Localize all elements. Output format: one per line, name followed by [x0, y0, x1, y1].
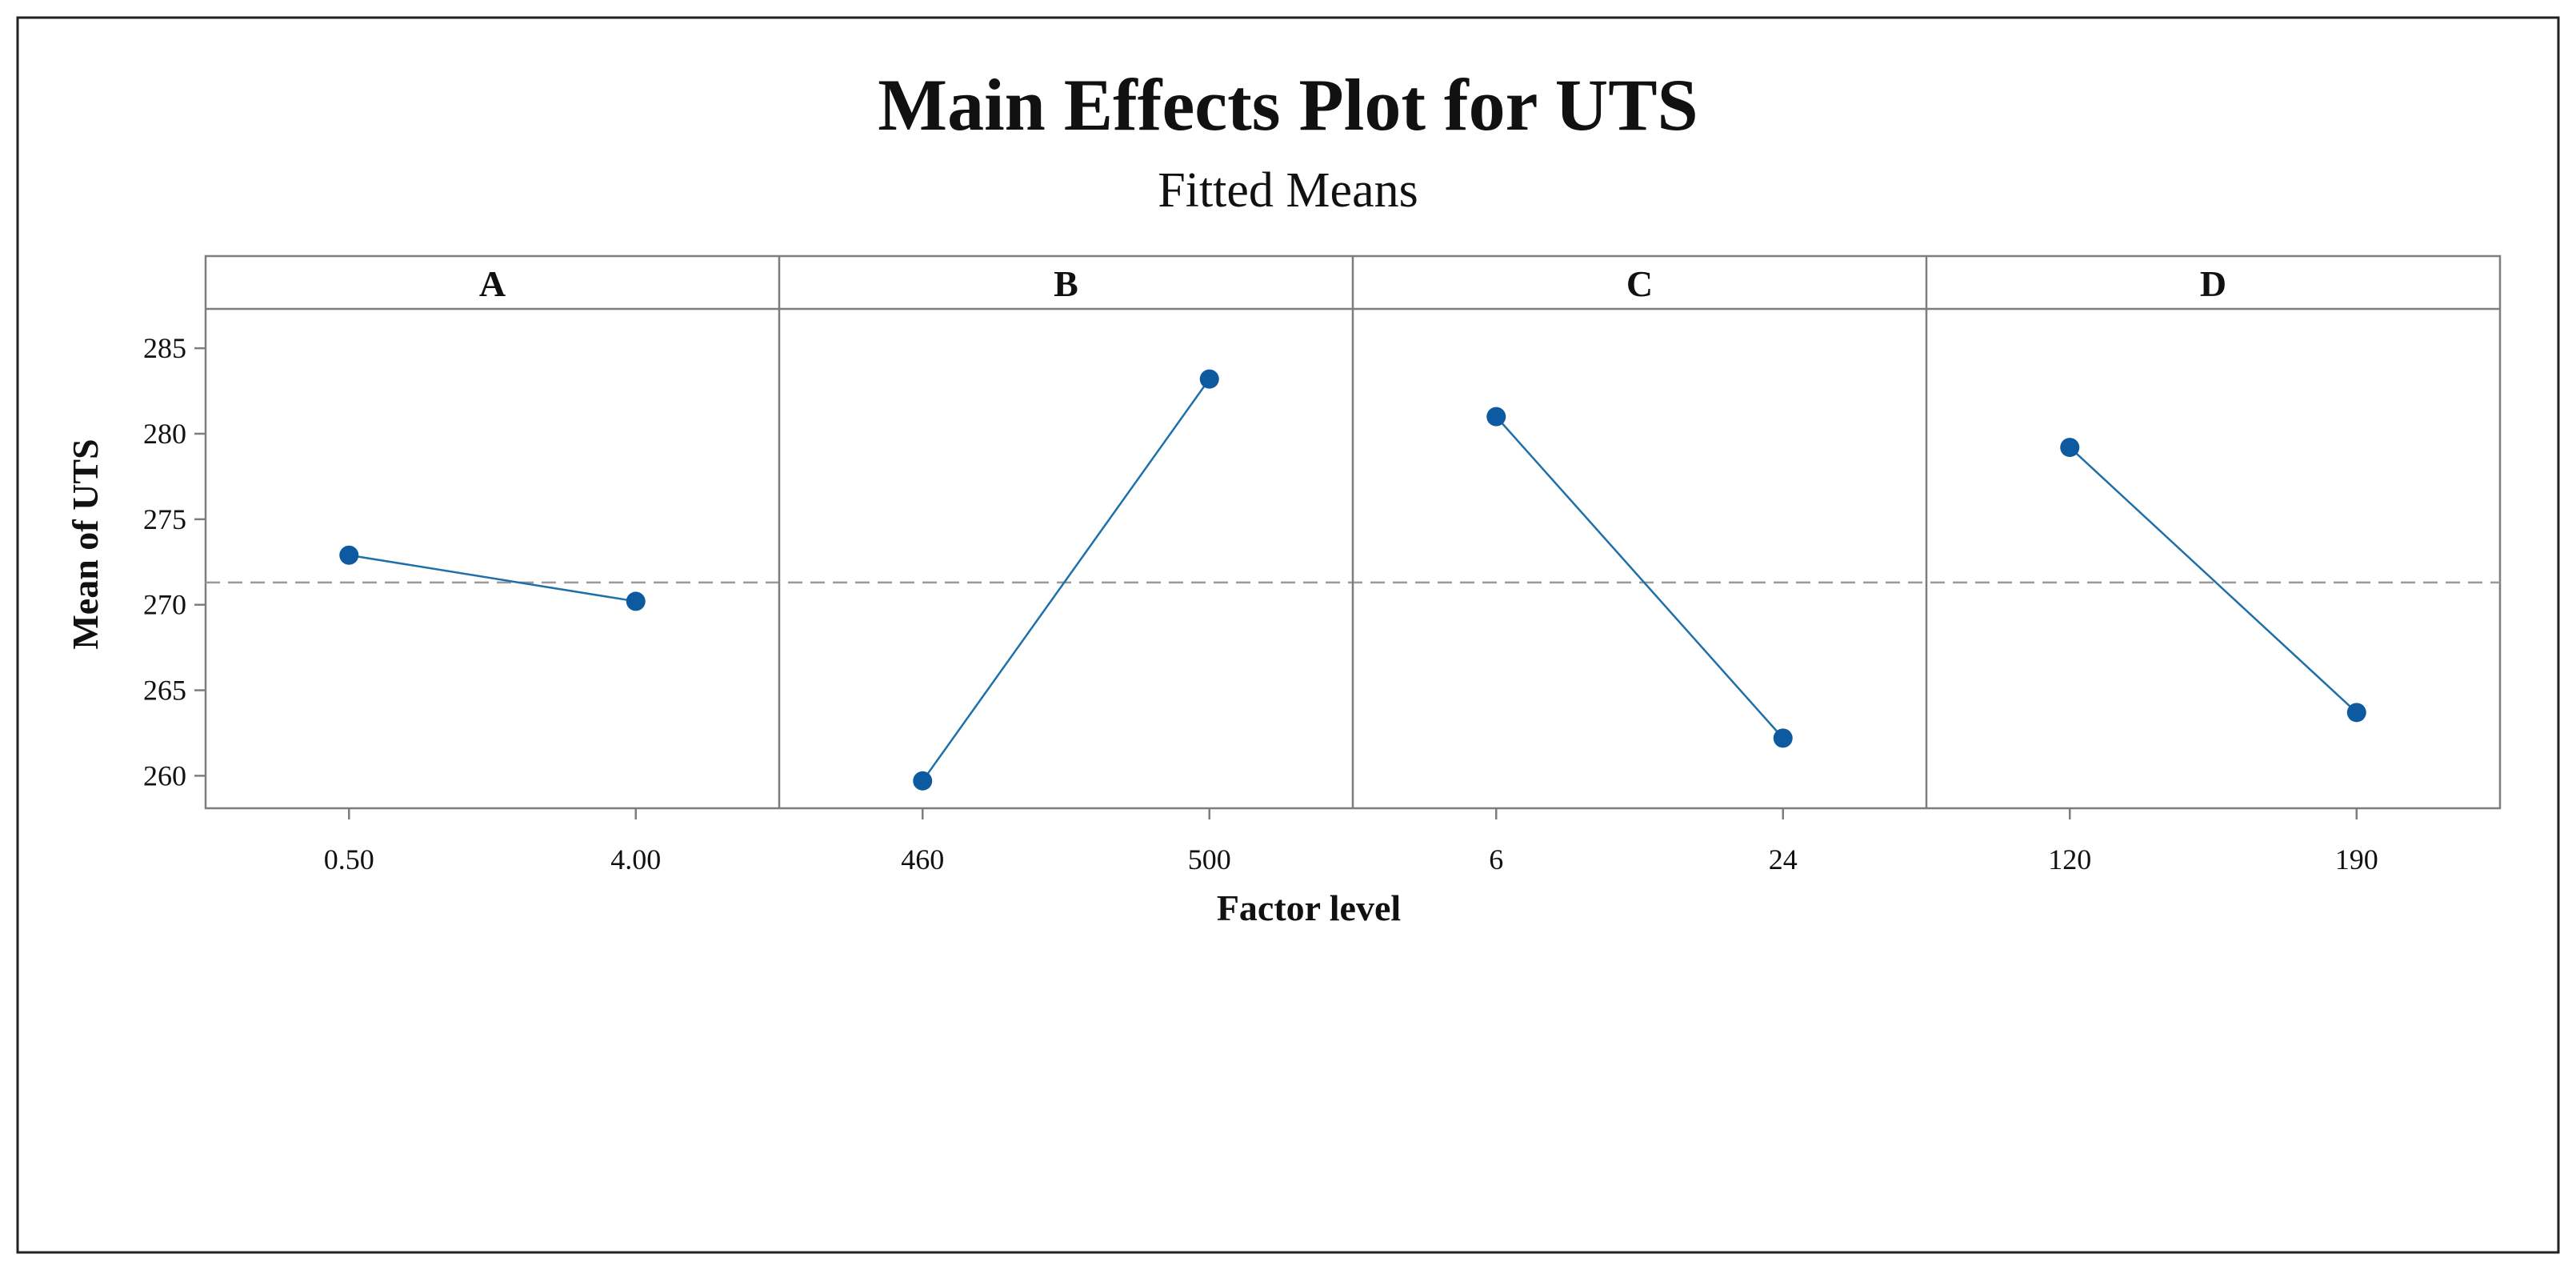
data-point	[1773, 728, 1793, 748]
outer-border	[16, 16, 2560, 1254]
data-point	[339, 545, 359, 565]
y-tick-label: 265	[143, 675, 186, 707]
x-tick-label: 190	[2335, 843, 2378, 875]
x-tick-label: 4.00	[610, 843, 661, 875]
series-line-a	[349, 554, 636, 603]
panel-label-b: B	[1054, 263, 1078, 304]
panel-label-d: D	[2200, 263, 2226, 304]
panel-label-c: C	[1626, 263, 1653, 304]
series-line-b	[922, 378, 1210, 782]
x-tick-label: 0.50	[324, 843, 374, 875]
series-line-d	[2069, 447, 2358, 714]
y-tick-label: 275	[143, 503, 186, 535]
data-point	[2346, 703, 2366, 723]
plot-area: 260 265 270 275 280 285 A 0.50 4.00 B 460 500 C 6 24 D 1…	[143, 254, 2502, 875]
y-tick-label: 280	[143, 418, 186, 450]
data-point	[1199, 369, 1219, 389]
series-line-c	[1495, 415, 1784, 739]
y-tick-label: 285	[143, 332, 186, 364]
y-tick-label: 270	[143, 589, 186, 621]
data-point	[2060, 438, 2080, 458]
data-point	[626, 591, 646, 611]
panel-label-a: A	[479, 263, 506, 304]
x-tick-label: 500	[1188, 843, 1231, 875]
data-point	[913, 771, 933, 791]
x-tick-label: 120	[2048, 843, 2091, 875]
chart-subtitle: Fitted Means	[1158, 163, 1418, 218]
data-point	[1486, 407, 1506, 427]
chart-title: Main Effects Plot for UTS	[878, 64, 1698, 146]
x-tick-label: 24	[1769, 843, 1798, 875]
y-axis-title: Mean of UTS	[65, 439, 106, 649]
x-axis-title: Factor level	[1217, 887, 1401, 928]
x-tick-label: 460	[901, 843, 944, 875]
y-tick-label: 260	[143, 759, 186, 791]
x-tick-label: 6	[1489, 843, 1503, 875]
